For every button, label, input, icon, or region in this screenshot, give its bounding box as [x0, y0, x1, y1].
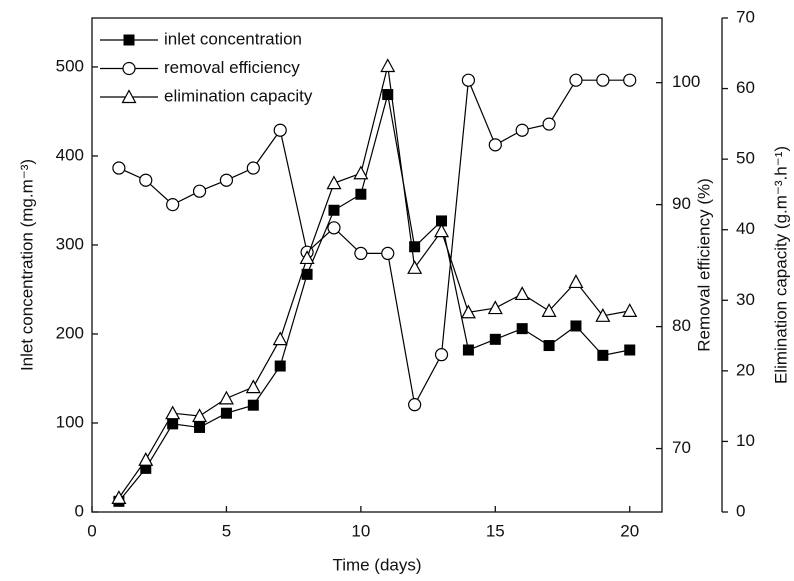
x-tick-label: 20 [620, 521, 639, 540]
marker [219, 173, 234, 187]
marker [408, 398, 422, 412]
y2-tick-label: 100 [672, 72, 700, 91]
y3-tick-label: 50 [736, 149, 755, 168]
marker [543, 340, 555, 352]
marker [434, 348, 449, 362]
y3-tick-label: 20 [736, 360, 755, 379]
marker [273, 123, 287, 137]
marker [247, 399, 259, 411]
marker [487, 300, 503, 315]
marker [138, 452, 154, 466]
marker [299, 250, 315, 265]
marker [596, 73, 610, 87]
legend-label: elimination capacity [164, 86, 313, 105]
marker [220, 407, 232, 419]
y3-tick-label: 0 [736, 501, 745, 520]
x-tick-label: 10 [351, 521, 370, 540]
marker [407, 260, 423, 274]
marker [194, 421, 206, 433]
marker [516, 323, 528, 335]
marker [624, 344, 636, 356]
marker [380, 58, 396, 73]
marker [514, 286, 530, 301]
y2-tick-label: 90 [672, 194, 691, 213]
marker [166, 198, 180, 212]
marker [328, 204, 340, 216]
x-tick-label: 0 [87, 521, 96, 540]
marker [112, 161, 126, 175]
y3-tick-label: 40 [736, 219, 755, 238]
y2-axis-label: Removal efficiency (%) [694, 178, 713, 352]
marker [301, 268, 313, 280]
y-tick-label: 500 [56, 56, 84, 75]
marker [622, 303, 638, 317]
marker [326, 175, 342, 190]
y-tick-label: 400 [56, 145, 84, 164]
y3-tick-label: 30 [736, 290, 755, 309]
marker [597, 349, 609, 361]
marker [218, 390, 234, 405]
legend-marker [123, 34, 135, 46]
legend-label: inlet concentration [164, 29, 302, 48]
marker [460, 304, 476, 319]
marker [436, 215, 448, 227]
series-line [118, 94, 630, 502]
marker [111, 490, 127, 504]
marker [192, 184, 207, 198]
marker [595, 308, 611, 322]
marker [461, 73, 476, 87]
marker [192, 408, 208, 423]
y3-tick-label: 60 [736, 78, 755, 97]
y3-tick-label: 10 [736, 431, 755, 450]
x-tick-label: 5 [222, 521, 231, 540]
marker [570, 320, 582, 332]
marker [542, 117, 556, 131]
legend-label: removal efficiency [164, 58, 300, 77]
marker [568, 274, 584, 289]
series-line [118, 65, 630, 499]
marker [355, 188, 367, 200]
marker [274, 360, 286, 372]
marker [327, 221, 341, 235]
marker [272, 331, 288, 346]
marker [140, 462, 152, 474]
plot-frame [91, 17, 663, 513]
marker [489, 333, 501, 345]
marker [354, 246, 368, 261]
y-tick-label: 0 [75, 501, 84, 520]
marker [245, 379, 261, 394]
x-axis-label: Time (days) [332, 555, 421, 574]
marker [165, 405, 181, 420]
y3-tick-label: 70 [736, 7, 755, 26]
marker [246, 161, 260, 175]
y3-axis-label: Elimination capacity (g.m⁻³.h⁻¹) [771, 146, 790, 384]
y-axis-label: Inlet concentration (mg.m⁻³) [17, 159, 36, 371]
marker [381, 246, 395, 261]
marker [515, 123, 529, 137]
y2-tick-label: 70 [672, 438, 691, 457]
marker [353, 165, 369, 180]
legend-marker [121, 89, 137, 104]
marker [434, 223, 450, 238]
marker [462, 344, 474, 356]
marker [541, 303, 557, 317]
legend-marker [122, 61, 136, 76]
marker [488, 138, 502, 152]
marker [409, 241, 421, 253]
marker [623, 73, 637, 87]
y-tick-label: 300 [56, 234, 84, 253]
marker [167, 418, 179, 430]
marker [139, 173, 153, 187]
y-tick-label: 200 [56, 323, 84, 342]
y-tick-label: 100 [56, 412, 84, 431]
marker [382, 89, 394, 101]
x-tick-label: 15 [486, 521, 505, 540]
y2-tick-label: 80 [672, 316, 691, 335]
marker [569, 73, 583, 87]
